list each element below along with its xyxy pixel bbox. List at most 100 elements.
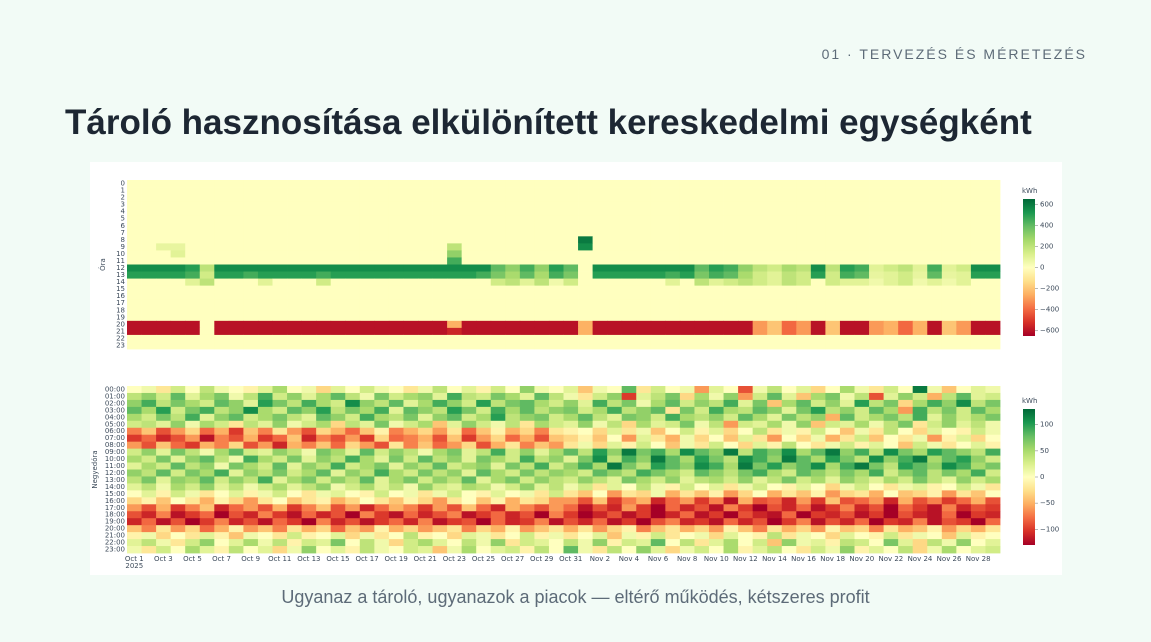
heat-cell — [796, 441, 812, 450]
heat-cell — [781, 525, 797, 533]
heat-cell — [199, 441, 215, 450]
heat-cell — [505, 483, 521, 491]
heat-cell — [505, 222, 521, 230]
heat-cell — [403, 546, 419, 554]
heat-cell — [141, 194, 157, 202]
heat-cell — [170, 187, 186, 195]
heat-cell — [941, 511, 957, 519]
heat-cell — [185, 201, 201, 209]
heat-cell — [709, 243, 724, 251]
heat-cell — [141, 313, 157, 322]
heat-cell — [767, 250, 783, 258]
heat-cell — [534, 504, 550, 512]
heat-cell — [388, 187, 404, 195]
heat-cell — [898, 250, 914, 258]
heat-cell — [505, 306, 521, 315]
heat-cell — [301, 420, 317, 429]
heat-cell — [810, 497, 826, 505]
heat-cell — [432, 180, 448, 188]
x-tick-label: Nov 6 — [648, 555, 669, 563]
heat-cell — [519, 313, 535, 322]
heat-cell — [621, 194, 637, 202]
heat-cell — [869, 399, 884, 408]
heat-cell — [970, 341, 986, 350]
heat-cell — [563, 236, 579, 244]
heat-cell — [374, 201, 390, 209]
heat-cell — [141, 386, 157, 394]
heat-cell — [709, 462, 724, 470]
heat-cell — [476, 187, 492, 195]
heat-cell — [170, 264, 186, 272]
heat-cell — [825, 427, 841, 436]
heat-cell — [345, 399, 361, 408]
heat-cell — [665, 490, 681, 498]
heat-cell — [301, 511, 317, 519]
heat-cell — [127, 441, 142, 450]
heat-cell — [854, 292, 870, 301]
heat-cell — [650, 222, 666, 230]
heat-cell — [854, 236, 870, 244]
heat-cell — [214, 187, 230, 195]
heat-cell — [679, 420, 695, 429]
heat-cell — [156, 448, 172, 456]
heat-cell — [941, 469, 957, 477]
heat-cell — [403, 292, 419, 301]
heat-cell — [432, 257, 448, 265]
heat-cell — [287, 278, 302, 287]
heat-cell — [316, 511, 332, 519]
heat-cell — [461, 313, 477, 322]
heat-cell — [694, 462, 710, 470]
heat-cell — [578, 469, 593, 477]
heat-cell — [287, 306, 302, 315]
heat-cell — [796, 406, 812, 415]
heat-cell — [156, 476, 172, 484]
heat-cell — [752, 497, 768, 505]
heat-cell — [621, 334, 637, 343]
heat-cell — [214, 208, 230, 216]
heat-cell — [621, 180, 637, 188]
heat-cell — [578, 532, 593, 540]
heat-cell — [388, 313, 404, 322]
heat-cell — [709, 320, 724, 329]
heat-cell — [563, 386, 579, 394]
heat-cell — [621, 441, 637, 450]
heat-cell — [141, 413, 157, 422]
heat-cell — [403, 271, 419, 279]
heat-cell — [679, 341, 695, 350]
heat-cell — [447, 448, 463, 456]
heat-cell — [243, 285, 259, 294]
heat-cell — [679, 243, 695, 251]
heat-cell — [156, 399, 172, 408]
heat-cell — [403, 469, 419, 477]
heat-cell — [679, 483, 695, 491]
heat-cell — [941, 427, 957, 436]
colorbar-tick-label: 0 — [1040, 473, 1044, 481]
heat-cell — [447, 306, 463, 315]
heat-cell — [621, 386, 637, 394]
heat-cell — [519, 504, 535, 512]
heat-cell — [781, 313, 797, 322]
heat-cell — [243, 208, 259, 216]
x-tick-label: Oct 13 — [297, 555, 320, 563]
heat-cell — [607, 420, 623, 429]
heat-cell — [650, 180, 666, 188]
heat-cell — [956, 490, 972, 498]
heat-cell — [388, 327, 404, 336]
heat-cell — [781, 490, 797, 498]
heat-cell — [781, 413, 797, 422]
heat-cell — [767, 222, 783, 230]
heat-cell — [898, 462, 914, 470]
heat-cell — [490, 441, 506, 450]
heat-cell — [796, 386, 812, 394]
heat-cell — [927, 306, 943, 315]
heat-cell — [534, 462, 550, 470]
heat-cell — [709, 483, 724, 491]
heat-cell — [388, 413, 404, 422]
heat-cell — [767, 483, 783, 491]
heat-cell — [927, 194, 943, 202]
heat-cell — [723, 497, 739, 505]
heat-cell — [650, 215, 666, 223]
heat-cell — [185, 236, 201, 244]
heat-cell — [505, 420, 521, 429]
heat-cell — [432, 201, 448, 209]
